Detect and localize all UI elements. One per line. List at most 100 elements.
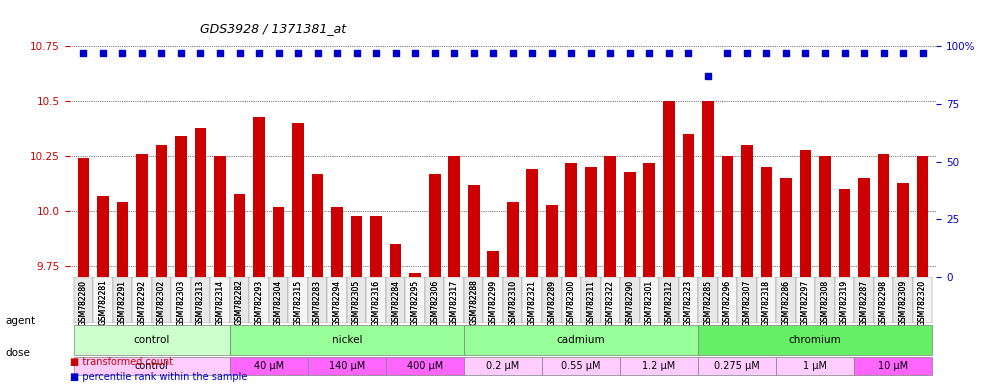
Bar <box>643 163 655 277</box>
Text: GSM782311: GSM782311 <box>587 280 596 326</box>
Bar <box>741 145 753 277</box>
Text: agent: agent <box>5 316 35 326</box>
Point <box>290 50 306 56</box>
FancyBboxPatch shape <box>74 277 94 323</box>
Bar <box>566 163 577 277</box>
Point <box>173 50 189 56</box>
FancyBboxPatch shape <box>464 277 483 323</box>
Text: GSM782315: GSM782315 <box>294 280 303 326</box>
FancyBboxPatch shape <box>385 358 464 375</box>
Point <box>837 50 853 56</box>
Text: GSM782282: GSM782282 <box>235 280 244 325</box>
Text: GSM782287: GSM782287 <box>860 280 869 326</box>
Text: GSM782301: GSM782301 <box>644 280 653 326</box>
FancyBboxPatch shape <box>523 277 542 323</box>
FancyBboxPatch shape <box>151 277 171 323</box>
Text: GSM782294: GSM782294 <box>333 280 342 326</box>
Text: ■ percentile rank within the sample: ■ percentile rank within the sample <box>70 372 247 382</box>
Point <box>212 50 228 56</box>
FancyBboxPatch shape <box>190 277 210 323</box>
Text: 0.2 μM: 0.2 μM <box>486 361 520 371</box>
Text: 1 μM: 1 μM <box>803 361 828 371</box>
Bar <box>859 178 870 277</box>
FancyBboxPatch shape <box>796 277 816 323</box>
FancyBboxPatch shape <box>542 358 621 375</box>
Text: 0.55 μM: 0.55 μM <box>562 361 601 371</box>
Text: GSM782296: GSM782296 <box>723 280 732 326</box>
Text: GSM782295: GSM782295 <box>410 280 419 326</box>
Text: GSM782298: GSM782298 <box>879 280 888 326</box>
FancyBboxPatch shape <box>425 277 444 323</box>
Point <box>817 50 833 56</box>
Text: GSM782313: GSM782313 <box>196 280 205 326</box>
Bar <box>800 149 812 277</box>
Text: GSM782308: GSM782308 <box>821 280 830 326</box>
Text: GSM782307: GSM782307 <box>742 280 751 326</box>
FancyBboxPatch shape <box>464 358 542 375</box>
Text: GSM782286: GSM782286 <box>782 280 791 326</box>
FancyBboxPatch shape <box>464 325 698 355</box>
FancyBboxPatch shape <box>912 277 932 323</box>
Bar <box>663 101 674 277</box>
Bar <box>273 207 285 277</box>
Point <box>369 50 384 56</box>
FancyBboxPatch shape <box>444 277 464 323</box>
FancyBboxPatch shape <box>288 277 308 323</box>
FancyBboxPatch shape <box>94 277 113 323</box>
FancyBboxPatch shape <box>74 358 230 375</box>
Point <box>524 50 540 56</box>
Point <box>603 50 619 56</box>
Bar <box>194 127 206 277</box>
Text: GSM782308: GSM782308 <box>821 280 830 326</box>
Point <box>310 50 326 56</box>
Text: GSM782282: GSM782282 <box>235 280 244 325</box>
FancyBboxPatch shape <box>328 277 347 323</box>
FancyBboxPatch shape <box>893 277 912 323</box>
Text: chromium: chromium <box>789 335 842 345</box>
FancyBboxPatch shape <box>269 277 288 323</box>
Text: GSM782321: GSM782321 <box>528 280 537 326</box>
Bar <box>546 205 558 277</box>
FancyBboxPatch shape <box>776 358 855 375</box>
Text: GSM782287: GSM782287 <box>860 280 869 326</box>
FancyBboxPatch shape <box>835 277 855 323</box>
Bar <box>429 174 440 277</box>
Text: GSM782289: GSM782289 <box>547 280 557 326</box>
Point <box>505 50 521 56</box>
Text: GSM782284: GSM782284 <box>391 280 400 326</box>
FancyBboxPatch shape <box>308 358 385 375</box>
FancyBboxPatch shape <box>113 277 132 323</box>
Text: cadmium: cadmium <box>557 335 606 345</box>
Text: 1.2 μM: 1.2 μM <box>642 361 675 371</box>
Point <box>329 50 345 56</box>
Bar <box>332 207 343 277</box>
Point <box>95 50 111 56</box>
Bar <box>292 123 304 277</box>
Point <box>231 50 247 56</box>
Text: GDS3928 / 1371381_at: GDS3928 / 1371381_at <box>199 22 346 35</box>
FancyBboxPatch shape <box>483 277 503 323</box>
Text: 10 μM: 10 μM <box>878 361 908 371</box>
FancyBboxPatch shape <box>230 325 464 355</box>
Bar <box>448 156 460 277</box>
Text: GSM782319: GSM782319 <box>840 280 849 326</box>
Bar <box>721 156 733 277</box>
Bar <box>97 196 109 277</box>
Text: GSM782291: GSM782291 <box>118 280 126 326</box>
Bar <box>409 273 421 277</box>
Point <box>407 50 423 56</box>
Point <box>76 50 92 56</box>
Bar <box>507 202 519 277</box>
Text: GSM782293: GSM782293 <box>255 280 264 326</box>
Text: GSM782300: GSM782300 <box>567 280 576 326</box>
FancyBboxPatch shape <box>405 277 425 323</box>
Text: 40 μM: 40 μM <box>254 361 284 371</box>
Bar <box>819 156 831 277</box>
FancyBboxPatch shape <box>776 277 796 323</box>
Bar <box>175 136 187 277</box>
FancyBboxPatch shape <box>816 277 835 323</box>
Point <box>622 50 637 56</box>
Bar <box>253 116 265 277</box>
Point <box>680 50 696 56</box>
Text: GSM782288: GSM782288 <box>469 280 478 325</box>
